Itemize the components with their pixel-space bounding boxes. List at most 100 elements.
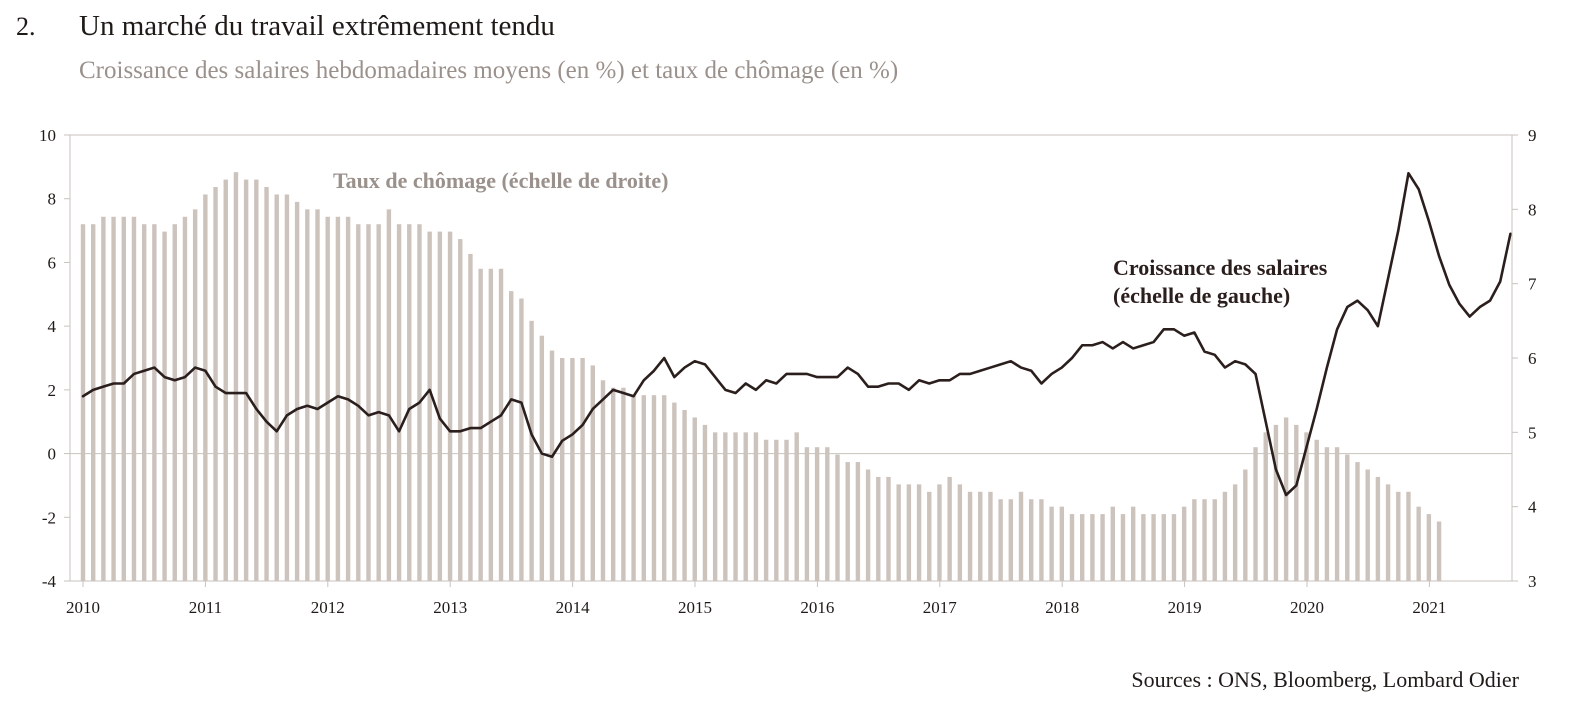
bar (804, 447, 810, 581)
bar (1416, 506, 1421, 581)
bar (1243, 469, 1248, 581)
bar (243, 179, 249, 581)
unemployment-bars (80, 172, 1442, 582)
bar (1130, 506, 1136, 581)
bar (1324, 447, 1330, 581)
bar (1294, 424, 1299, 581)
x-tick-label: 2011 (189, 598, 222, 617)
left-tick-label: 4 (48, 317, 57, 336)
bar (886, 476, 891, 581)
bar (549, 350, 555, 581)
left-tick-label: 2 (48, 381, 57, 400)
bar (488, 268, 494, 581)
bar (437, 231, 443, 581)
bar (407, 224, 412, 581)
bar (1406, 491, 1411, 581)
bar (1426, 514, 1432, 581)
bar (386, 209, 392, 581)
bar (468, 253, 473, 581)
bar (1355, 462, 1360, 581)
bar (529, 320, 534, 581)
bar (121, 216, 126, 581)
right-tick-label: 7 (1528, 275, 1537, 294)
bar (1171, 514, 1177, 581)
bar (957, 484, 963, 581)
bar (896, 484, 901, 581)
bar (519, 298, 524, 581)
bar (712, 432, 718, 581)
bar (794, 432, 799, 581)
bar (1192, 499, 1197, 581)
bar (1314, 439, 1319, 581)
bar (1263, 432, 1268, 581)
bar (1232, 484, 1238, 581)
bar (80, 224, 86, 581)
bar (906, 484, 912, 581)
bar (743, 432, 748, 581)
bar (988, 491, 993, 581)
bar (1039, 499, 1044, 581)
bar (1181, 506, 1187, 581)
bar (131, 216, 137, 581)
right-tick-label: 5 (1528, 423, 1537, 442)
bar (876, 476, 881, 581)
bar (967, 491, 973, 581)
bar (223, 179, 228, 581)
bar (845, 462, 850, 581)
bar (233, 172, 239, 582)
bar (570, 358, 575, 581)
bar (947, 476, 952, 581)
wage-growth-series-line (81, 171, 1512, 497)
bar (1253, 447, 1258, 581)
bar (865, 469, 871, 581)
bar (1161, 514, 1166, 581)
bar (600, 380, 606, 581)
x-tick-label: 2021 (1412, 598, 1446, 617)
bar (1396, 491, 1401, 581)
bar (111, 216, 116, 581)
left-tick-label: 10 (39, 126, 56, 145)
bar (182, 216, 188, 581)
left-tick-label: 8 (48, 190, 57, 209)
bar (1090, 514, 1095, 581)
x-tick-label: 2016 (800, 598, 834, 617)
chart-title: Un marché du travail extrêmement tendu (79, 10, 555, 42)
bar (539, 335, 545, 581)
x-tick-label: 2020 (1290, 598, 1324, 617)
bar (1049, 506, 1054, 581)
bar (1334, 447, 1340, 581)
bar (590, 365, 595, 581)
bar (509, 291, 514, 581)
bar (1385, 484, 1391, 581)
bar (1080, 514, 1085, 581)
left-axis-ticks: 10 8 6 4 2 0 -2 -4 (39, 126, 70, 591)
right-tick-label: 4 (1528, 498, 1537, 517)
x-tick-label: 2014 (556, 598, 591, 617)
bar (855, 462, 861, 581)
bar (621, 387, 626, 581)
bar (702, 424, 708, 581)
bars-annotation: Taux de chômage (échelle de droite) (333, 168, 668, 193)
figure-number: 2. (16, 12, 36, 41)
right-tick-label: 9 (1528, 126, 1537, 145)
bar (101, 216, 106, 581)
bar (753, 432, 759, 581)
right-tick-label: 8 (1528, 200, 1537, 219)
bar (651, 395, 657, 581)
x-tick-label: 2013 (433, 598, 467, 617)
bar (1141, 514, 1146, 581)
bar (610, 387, 616, 581)
left-tick-label: 6 (48, 253, 57, 272)
bar (631, 395, 636, 581)
bar (192, 209, 198, 581)
x-tick-label: 2012 (311, 598, 345, 617)
bar (458, 239, 463, 581)
bar (763, 439, 769, 581)
bar (366, 224, 371, 581)
bar (692, 417, 697, 581)
bar (1304, 432, 1309, 581)
bar (978, 491, 983, 581)
bar (478, 268, 483, 581)
bar (254, 179, 259, 581)
bar (1110, 506, 1115, 581)
